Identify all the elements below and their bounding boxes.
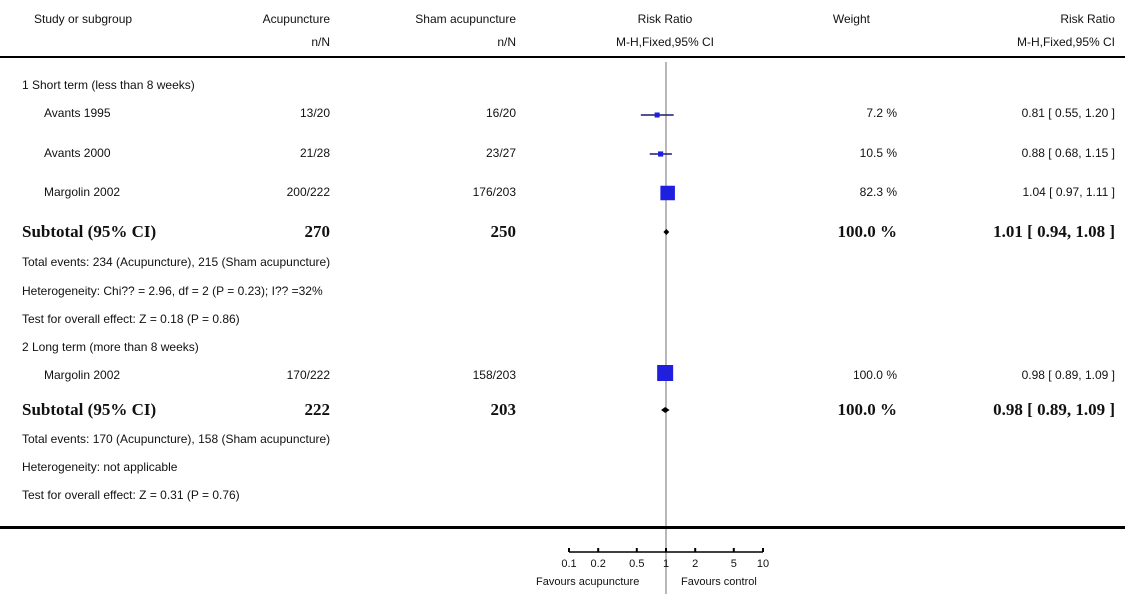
row-4-exp: 170/222 (286, 368, 330, 382)
row-3-study: Margolin 2002 (44, 185, 121, 199)
row-1-weight: 7.2 % (866, 106, 897, 120)
header-plot-method: M-H,Fixed,95% CI (615, 35, 715, 49)
header-sham: Sham acupuncture (415, 12, 516, 26)
row-1-exp: 13/20 (299, 106, 330, 120)
row-4-weight: 100.0 % (852, 368, 897, 382)
header-weight: Weight (832, 12, 870, 26)
row-3-exp: 200/222 (286, 185, 330, 199)
row-2-weight: 10.5 % (859, 146, 897, 160)
x-tick-label: 5 (731, 558, 737, 570)
study-marker (658, 151, 664, 157)
group-1-heterogeneity: Heterogeneity: Chi?? = 2.96, df = 2 (P =… (22, 284, 323, 298)
favours-acupuncture: Favours acupuncture (536, 576, 640, 588)
header-rule (0, 56, 1125, 58)
x-tick-label: 2 (692, 558, 698, 570)
x-tick-label: 0.1 (561, 558, 576, 570)
row-1-ctrl: 16/20 (485, 106, 516, 120)
subtotal-1-weight: 100.0 % (837, 222, 898, 241)
group-1-title: 1 Short term (less than 8 weeks) (22, 78, 195, 92)
group-2-overall-effect: Test for overall effect: Z = 0.31 (P = 0… (22, 488, 240, 502)
header-risk-ratio: Risk Ratio (1060, 12, 1115, 26)
row-2-study: Avants 2000 (44, 146, 111, 160)
subtotal-2-exp: 222 (304, 400, 331, 419)
header-sham-nn: n/N (497, 35, 516, 49)
group-2-heterogeneity: Heterogeneity: not applicable (22, 460, 178, 474)
subtotal-2-label: Subtotal (95% CI) (22, 400, 157, 419)
row-4-study: Margolin 2002 (44, 368, 121, 382)
bottom-rule (0, 526, 1125, 529)
row-2-rr: 0.88 [ 0.68, 1.15 ] (1021, 146, 1115, 160)
subtotal-diamond (663, 229, 670, 235)
subtotal-2-ctrl: 203 (490, 400, 517, 419)
row-1-study: Avants 1995 (44, 106, 111, 120)
header-rr-method: M-H,Fixed,95% CI (1016, 35, 1115, 49)
row-2-exp: 21/28 (299, 146, 330, 160)
group-2-total-events: Total events: 170 (Acupuncture), 158 (Sh… (22, 432, 331, 446)
study-marker (660, 185, 675, 201)
group-1-total-events: Total events: 234 (Acupuncture), 215 (Sh… (22, 255, 331, 269)
row-4-ctrl: 158/203 (472, 368, 516, 382)
study-marker (654, 112, 660, 118)
row-3-weight: 82.3 % (859, 185, 897, 199)
group-1-overall-effect: Test for overall effect: Z = 0.18 (P = 0… (22, 312, 240, 326)
subtotal-1-exp: 270 (304, 222, 331, 241)
subtotal-1-ctrl: 250 (490, 222, 517, 241)
row-1-rr: 0.81 [ 0.55, 1.20 ] (1021, 106, 1115, 120)
subtotal-diamond (661, 407, 670, 413)
subtotal-1-label: Subtotal (95% CI) (22, 222, 157, 241)
row-3-ctrl: 176/203 (472, 185, 516, 199)
row-2-ctrl: 23/27 (485, 146, 516, 160)
x-tick-label: 1 (663, 558, 669, 570)
header-study: Study or subgroup (34, 12, 133, 26)
subtotal-2-weight: 100.0 % (837, 400, 898, 419)
x-tick-label: 0.2 (591, 558, 606, 570)
row-3-rr: 1.04 [ 0.97, 1.11 ] (1022, 185, 1115, 199)
header-acupuncture-nn: n/N (311, 35, 330, 49)
header-risk-ratio-plot: Risk Ratio (637, 12, 693, 26)
x-tick-label: 0.5 (629, 558, 644, 570)
header-acupuncture: Acupuncture (262, 12, 330, 26)
study-marker (657, 365, 674, 381)
favours-control: Favours control (681, 576, 757, 588)
subtotal-2-rr: 0.98 [ 0.89, 1.09 ] (993, 400, 1115, 419)
row-4-rr: 0.98 [ 0.89, 1.09 ] (1021, 368, 1115, 382)
subtotal-1-rr: 1.01 [ 0.94, 1.08 ] (993, 222, 1115, 241)
group-2-title: 2 Long term (more than 8 weeks) (22, 340, 199, 354)
x-tick-label: 10 (757, 558, 769, 570)
